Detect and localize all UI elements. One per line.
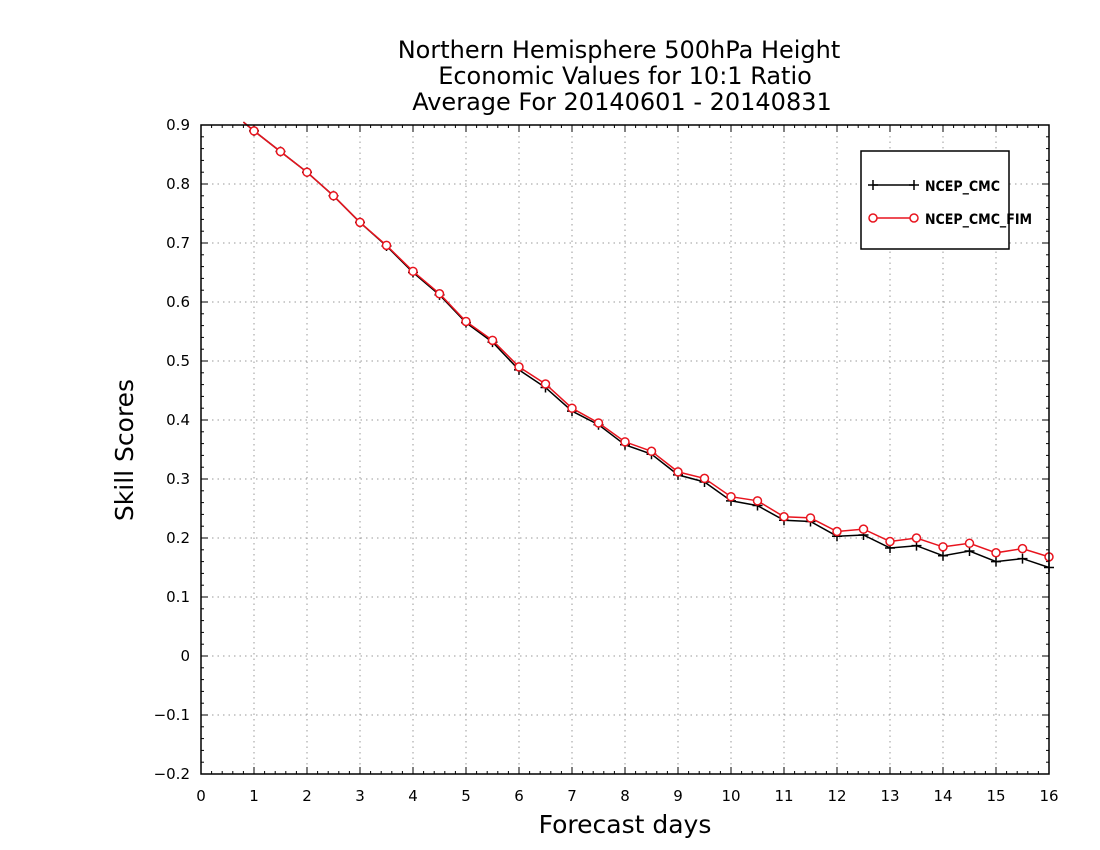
data-point-ncep-cmc-fim [805, 513, 816, 523]
legend-label-ncep-cmc-fim: NCEP_CMC_FIM [925, 212, 1032, 228]
x-tick-label: 5 [461, 787, 471, 805]
x-tick-label: 10 [721, 787, 740, 805]
data-point-ncep-cmc-fim [434, 288, 445, 299]
x-tick-label: 11 [774, 787, 793, 805]
x-axis-label: Forecast days [539, 810, 712, 839]
data-point-ncep-cmc-fim [964, 538, 975, 549]
grid-lines [201, 125, 1049, 774]
series-layer [242, 121, 1054, 573]
legend: NCEP_CMC NCEP_CMC_FIM [860, 150, 1032, 250]
x-tick-label: 13 [880, 787, 899, 805]
data-point-ncep-cmc-fim [514, 362, 524, 372]
data-point-ncep-cmc-fim [832, 526, 842, 537]
x-tick-label: 16 [1039, 787, 1058, 805]
y-tick-label: −0.1 [154, 706, 190, 724]
data-point-ncep-cmc-fim [938, 542, 948, 552]
data-point-ncep-cmc-fim [381, 240, 392, 251]
y-axis-label: Skill Scores [110, 379, 139, 521]
data-point-ncep-cmc [938, 550, 948, 561]
data-point-ncep-cmc [991, 556, 1001, 567]
y-tick-label: 0.6 [166, 293, 190, 311]
legend-box [860, 150, 1010, 250]
data-point-ncep-cmc-fim [461, 316, 471, 327]
data-point-ncep-cmc-fim [991, 548, 1001, 558]
y-tick-label: −0.2 [154, 765, 190, 783]
data-point-ncep-cmc-fim [885, 536, 895, 547]
y-tick-label: 0.5 [166, 352, 190, 370]
x-tick-label: 8 [620, 787, 630, 805]
data-point-ncep-cmc-fim [620, 437, 630, 447]
data-point-ncep-cmc-fim [726, 491, 736, 502]
data-point-ncep-cmc-fim [699, 473, 710, 484]
y-tick-label: 0.3 [166, 470, 190, 488]
data-point-ncep-cmc-fim [858, 524, 869, 534]
y-tick-label: 0.9 [166, 116, 190, 134]
x-tick-label: 15 [986, 787, 1005, 805]
data-point-ncep-cmc-fim [646, 446, 657, 457]
legend-marker-plus [868, 180, 919, 190]
chart-title-line-2: Economic Values for 10:1 Ratio [438, 62, 812, 90]
data-point-ncep-cmc-fim [487, 335, 498, 346]
data-point-ncep-cmc-fim [752, 496, 763, 506]
data-point-ncep-cmc-fim [328, 191, 339, 201]
y-tick-label: 0 [180, 647, 190, 665]
legend-label-ncep-cmc: NCEP_CMC [925, 179, 1000, 195]
y-tick-label: 0.8 [166, 175, 190, 193]
data-point-ncep-cmc-fim [567, 403, 577, 413]
data-point-ncep-cmc-fim [302, 167, 312, 177]
axis-ticks [200, 124, 1050, 775]
x-tick-label: 0 [196, 787, 206, 805]
data-point-ncep-cmc-fim [1017, 543, 1028, 554]
data-point-ncep-cmc [1017, 553, 1028, 564]
y-tick-label: 0.1 [166, 588, 190, 606]
data-point-ncep-cmc-fim [540, 379, 551, 389]
data-point-ncep-cmc-fim [355, 217, 365, 228]
data-point-ncep-cmc-fim [911, 533, 922, 543]
x-tick-label: 12 [827, 787, 846, 805]
legend-marker-circle [909, 213, 919, 223]
x-tick-label: 4 [408, 787, 418, 805]
data-point-ncep-cmc-fim [593, 418, 604, 428]
y-tick-labels: −0.2 −0.1 0 0.1 0.2 0.3 0.4 0.5 0.6 0.7 0.8 0.9 [154, 116, 190, 783]
x-tick-label: 9 [673, 787, 683, 805]
data-point-ncep-cmc-fim [673, 467, 683, 477]
legend-marker-circle [868, 213, 878, 223]
x-tick-label: 6 [514, 787, 524, 805]
chart-title-line-1: Northern Hemisphere 500hPa Height [398, 36, 841, 64]
x-tick-label: 14 [933, 787, 952, 805]
x-tick-label: 2 [302, 787, 312, 805]
y-tick-label: 0.2 [166, 529, 190, 547]
x-tick-labels: 0 1 2 3 4 5 6 7 8 9 10 11 12 13 14 15 16 [196, 787, 1058, 805]
y-tick-label: 0.7 [166, 234, 190, 252]
data-point-ncep-cmc-fim [275, 146, 286, 157]
data-point-ncep-cmc-fim [408, 266, 418, 277]
chart-title-line-3: Average For 20140601 - 20140831 [412, 88, 832, 116]
x-tick-label: 3 [355, 787, 365, 805]
plot-frame [200, 124, 1050, 775]
y-tick-label: 0.4 [166, 411, 190, 429]
x-tick-label: 7 [567, 787, 577, 805]
data-point-ncep-cmc-fim [249, 126, 259, 136]
x-tick-label: 1 [249, 787, 259, 805]
data-point-ncep-cmc-fim [779, 512, 789, 522]
